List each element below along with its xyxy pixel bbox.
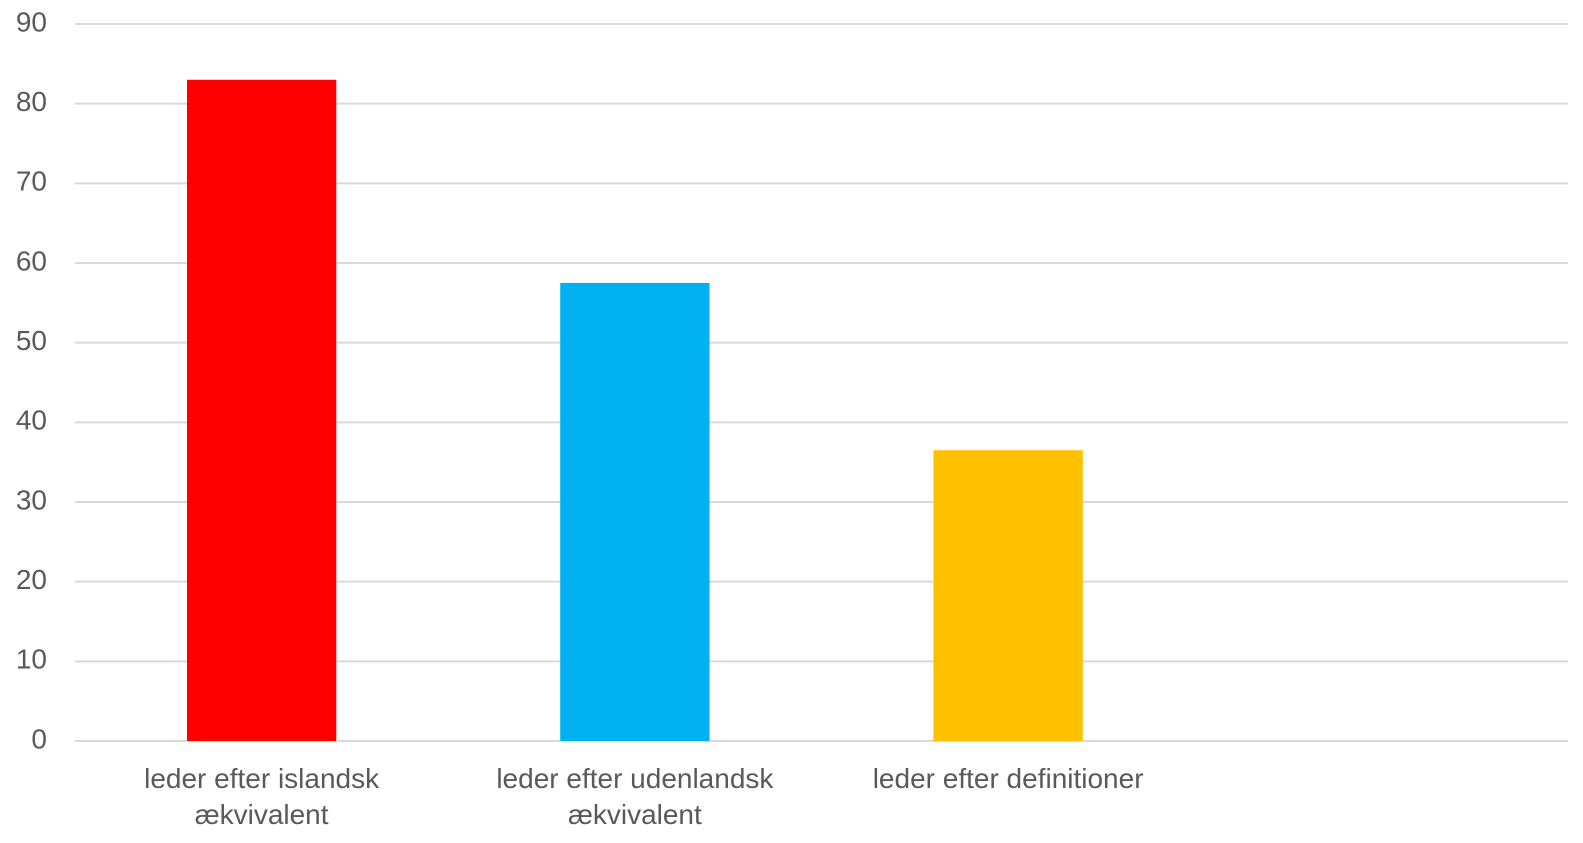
y-tick-label: 50 [16,325,47,356]
bar [560,282,710,741]
y-tick-label: 30 [16,484,47,515]
x-tick-label: leder efter islandsk ækvivalent [144,763,380,830]
y-tick-label: 20 [16,564,47,595]
y-tick-label: 80 [16,86,47,117]
y-tick-label: 90 [16,6,47,37]
x-tick-label: leder efter definitioner [873,763,1144,794]
bar [186,79,337,742]
bar [933,450,1083,741]
y-tick-label: 60 [16,245,47,276]
x-tick-label: leder efter udenlandsk ækvivalent [496,763,774,830]
y-tick-label: 40 [16,405,47,436]
y-tick-label: 10 [16,644,47,675]
y-tick-label: 70 [16,166,47,197]
y-tick-label: 0 [31,723,47,754]
